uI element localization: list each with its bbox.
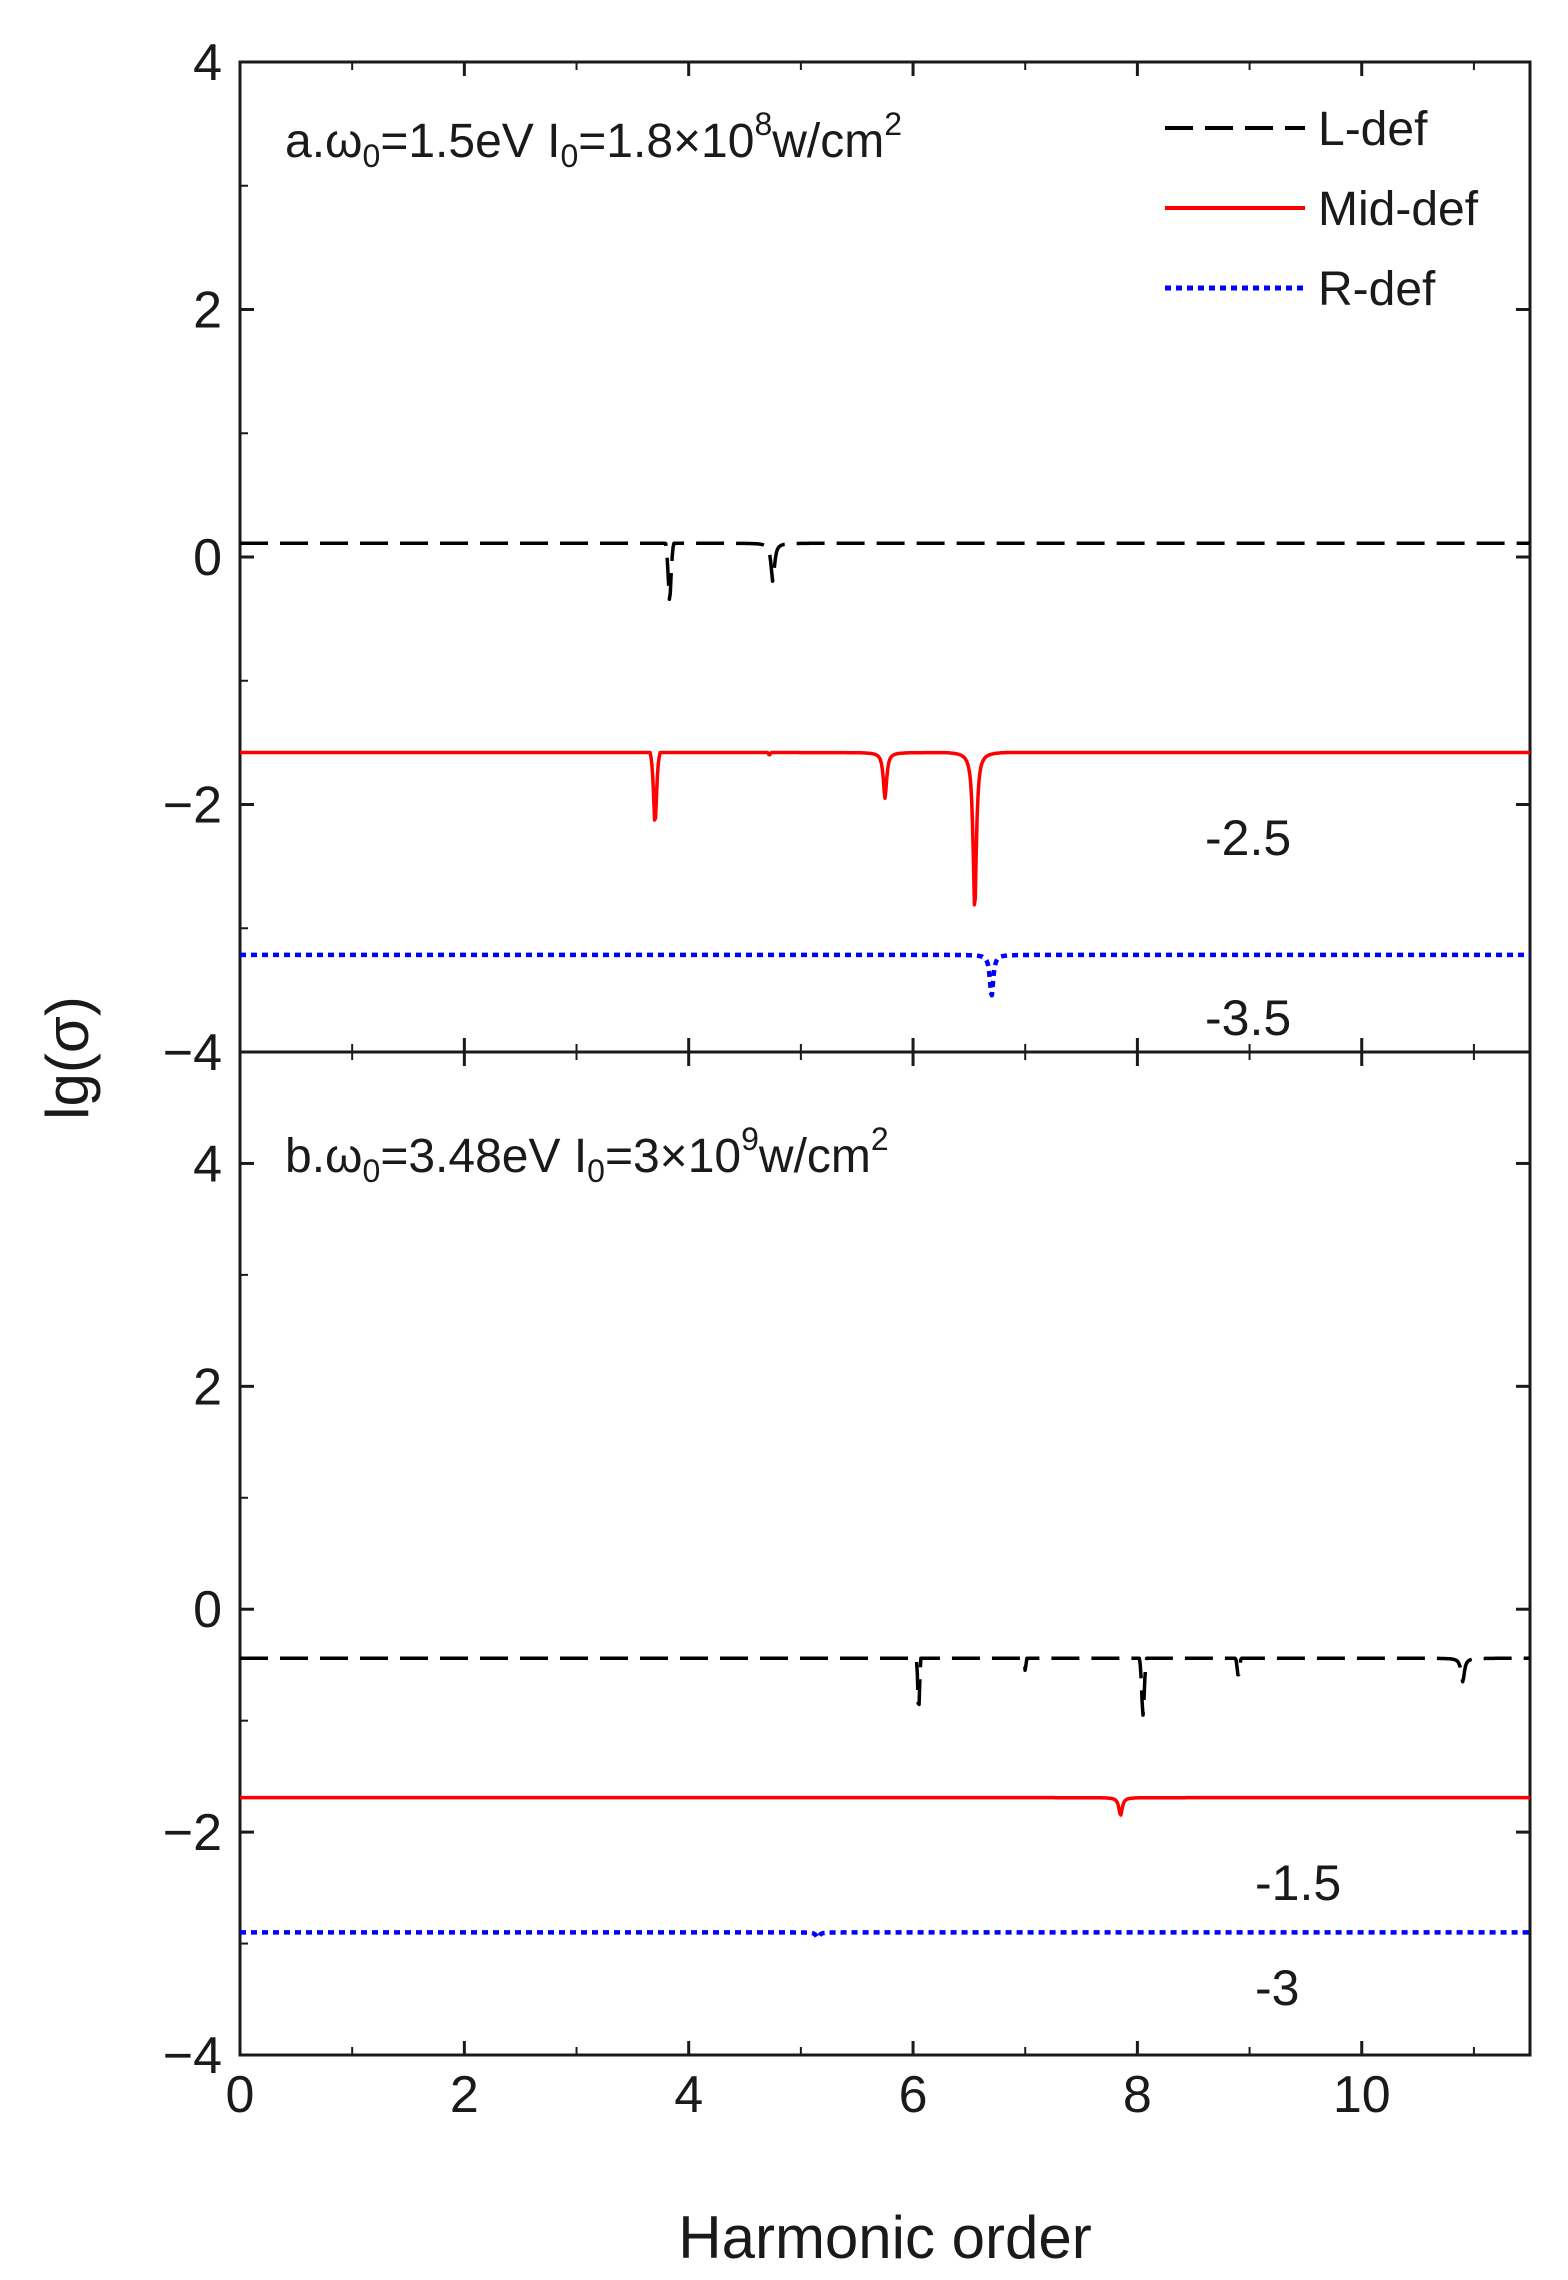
panel-a-y-tick-label: 4 [193, 34, 222, 92]
panel-b-y-tick-label: 2 [193, 1358, 222, 1416]
panel-b-series-r-def [238, 1930, 1532, 1941]
panel-b-y-tick-label: 0 [193, 1581, 222, 1639]
x-tick-label: 6 [899, 2066, 928, 2124]
panel-b-y-tick-label: −4 [163, 2027, 222, 2085]
panel-b-y-tick-label: −2 [163, 1804, 222, 1862]
panel-a-y-tick-label: 0 [193, 529, 222, 587]
panel-b-series-l-def [239, 1656, 1531, 1717]
panel-a-title: a.ω0=1.5eV I0=1.8×108w/cm2 [285, 106, 902, 174]
panel-b-offset-label-2: -3 [1255, 1960, 1299, 2016]
panel-a-series-l-def [239, 541, 1531, 602]
panel-a-series-r-def [238, 952, 1532, 998]
panel-a-y-tick-label: 2 [193, 282, 222, 340]
svg-text:a.ω0=1.5eV I0=1.8×108w/cm2: a.ω0=1.5eV I0=1.8×108w/cm2 [285, 106, 902, 174]
panel-a-y-tick-label: −4 [163, 1024, 222, 1082]
legend-label-mid-def: Mid-def [1318, 183, 1479, 236]
x-axis-title: Harmonic order [678, 2204, 1091, 2271]
x-tick-label: 0 [226, 2066, 255, 2124]
panel-b-title: b.ω0=3.48eV I0=3×109w/cm2 [285, 1121, 889, 1189]
x-tick-label: 2 [450, 2066, 479, 2124]
x-tick-label: 4 [674, 2066, 703, 2124]
panel-b-y-tick-label: 4 [193, 1135, 222, 1193]
y-axis-title: lg(σ) [34, 996, 101, 1120]
panel-b-offset-label-1: -1.5 [1255, 1855, 1341, 1911]
panel-a-offset-label-2: -3.5 [1205, 990, 1291, 1046]
panel-a-y-tick-label: −2 [163, 777, 222, 835]
x-tick-label: 8 [1123, 2066, 1152, 2124]
panel-a-offset-label-1: -2.5 [1205, 810, 1291, 866]
panel-b-series-mid-def [239, 1795, 1531, 1817]
panel-a-series-mid-def [239, 750, 1531, 907]
x-tick-label: 10 [1333, 2066, 1391, 2124]
panel-b-frame [238, 1050, 1532, 2057]
legend-label-l-def: L-def [1318, 103, 1428, 156]
svg-text:b.ω0=3.48eV I0=3×109w/cm2: b.ω0=3.48eV I0=3×109w/cm2 [285, 1121, 889, 1189]
legend-label-r-def: R-def [1318, 263, 1436, 316]
legend: L-def Mid-def R-def [1165, 103, 1479, 316]
